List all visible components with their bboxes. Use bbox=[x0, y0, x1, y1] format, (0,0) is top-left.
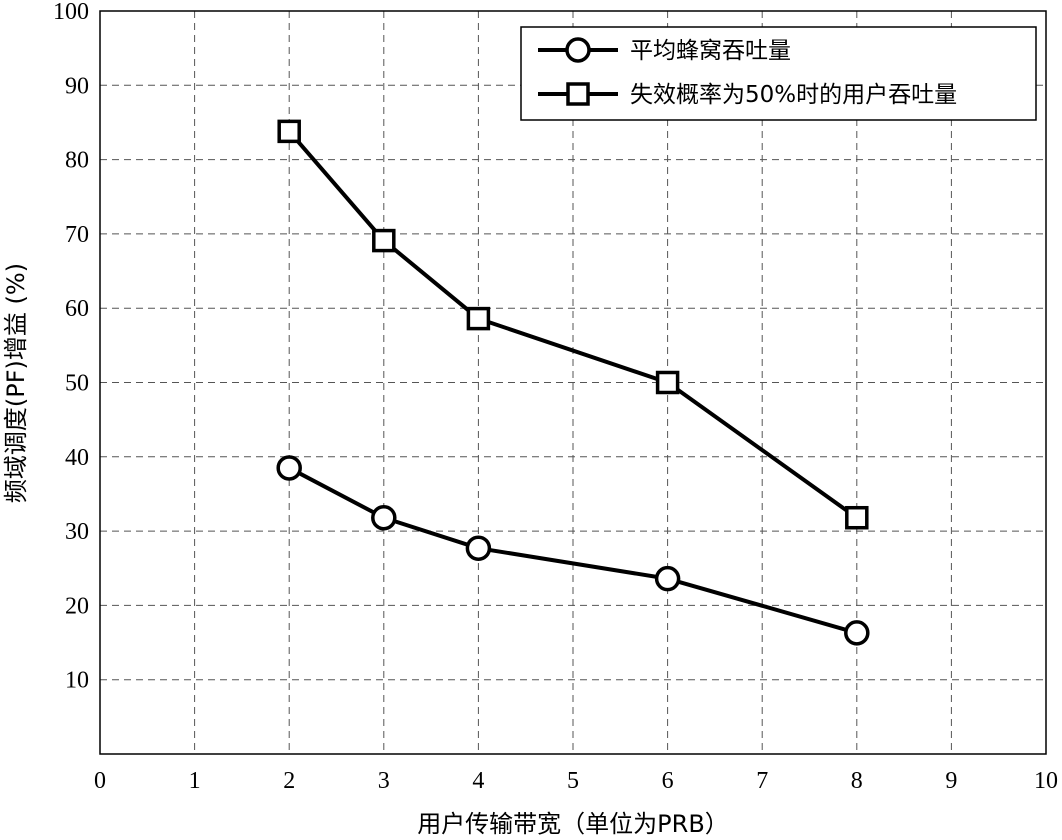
x-axis-label: 用户传输带宽（单位为PRB） bbox=[417, 810, 729, 838]
x-tick-label: 2 bbox=[283, 768, 295, 794]
x-tick-label: 7 bbox=[756, 768, 768, 794]
y-tick-label: 30 bbox=[65, 519, 89, 545]
y-axis-label: 频域调度(PF)增益 (%) bbox=[2, 263, 30, 503]
y-tick-label: 50 bbox=[65, 371, 89, 397]
data-point-square bbox=[372, 228, 396, 253]
x-tick-label: 9 bbox=[945, 768, 957, 794]
y-tick-label: 70 bbox=[65, 222, 89, 248]
y-tick-label: 10 bbox=[65, 668, 89, 694]
x-tick-label: 1 bbox=[189, 768, 201, 794]
legend-label-series-1: 平均蜂窝吞吐量 bbox=[630, 38, 791, 64]
data-point-circle bbox=[465, 535, 492, 561]
series-group bbox=[276, 119, 870, 646]
x-tick-label: 4 bbox=[472, 768, 484, 794]
y-tick-label: 60 bbox=[65, 296, 89, 322]
x-tick-label: 8 bbox=[851, 768, 863, 794]
data-point-circle bbox=[276, 455, 302, 481]
data-point-square bbox=[466, 306, 491, 331]
data-point-circle bbox=[371, 504, 397, 531]
y-tick-labels: 10 20 30 40 50 60 70 80 90 100 bbox=[53, 0, 89, 694]
data-point-square bbox=[655, 370, 680, 395]
y-tick-label: 40 bbox=[65, 445, 89, 471]
legend-box bbox=[520, 26, 1037, 121]
x-tick-label: 5 bbox=[567, 768, 579, 794]
x-tick-label: 10 bbox=[1034, 768, 1058, 794]
legend-circle-marker bbox=[565, 37, 591, 63]
legend-label-series-2: 失效概率为50%时的用户吞吐量 bbox=[630, 82, 957, 108]
y-tick-label: 20 bbox=[65, 593, 89, 619]
legend: 平均蜂窝吞吐量 失效概率为50%时的用户吞吐量 bbox=[520, 26, 1037, 121]
x-tick-label: 0 bbox=[94, 768, 106, 794]
x-tick-labels: 0 1 2 3 4 5 6 7 8 9 10 bbox=[94, 768, 1058, 794]
x-tick-label: 6 bbox=[662, 768, 674, 794]
data-point-circle bbox=[654, 565, 681, 592]
data-point-square bbox=[845, 505, 869, 530]
y-tick-label: 90 bbox=[65, 73, 89, 99]
grid-lines bbox=[100, 11, 1046, 754]
legend-square-marker bbox=[566, 82, 590, 106]
data-point-square bbox=[277, 119, 301, 144]
y-tick-label: 100 bbox=[53, 0, 89, 25]
y-tick-label: 80 bbox=[65, 148, 89, 174]
data-point-circle bbox=[844, 620, 870, 646]
x-tick-label: 3 bbox=[378, 768, 390, 794]
plot-frame bbox=[99, 10, 1047, 755]
